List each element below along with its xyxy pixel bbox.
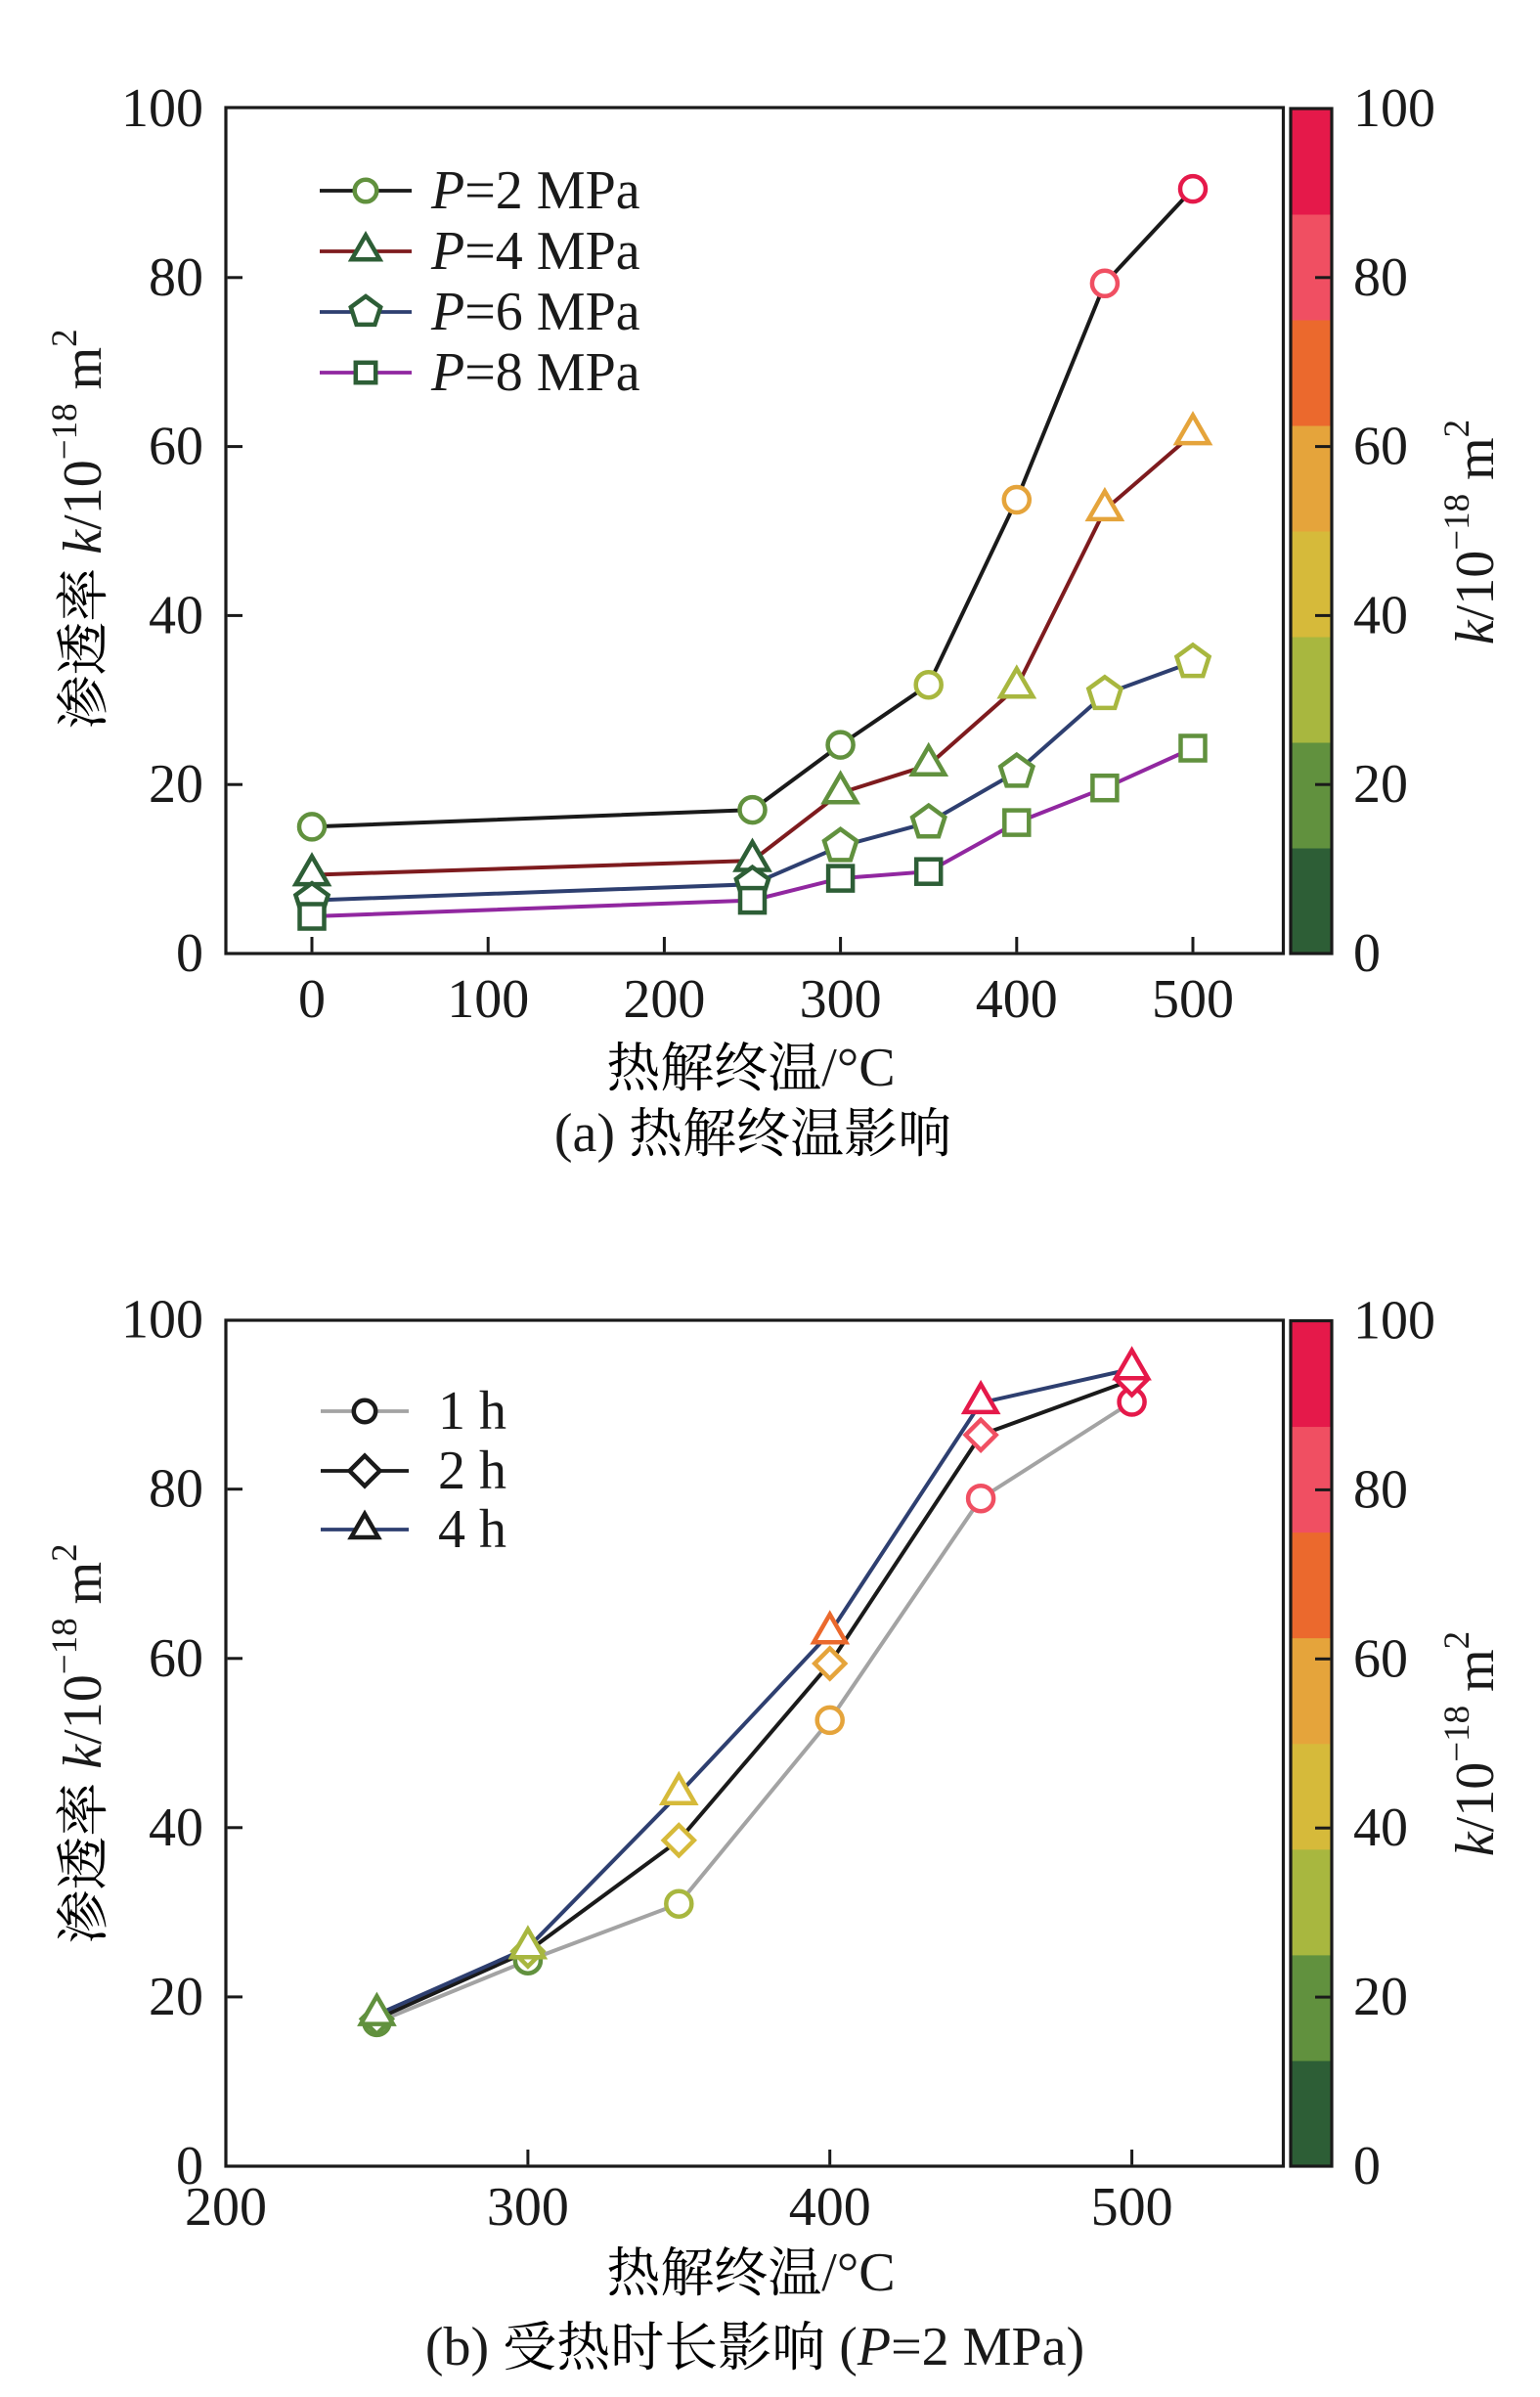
svg-text:80: 80 (149, 1459, 203, 1520)
svg-text:20: 20 (1353, 754, 1408, 815)
svg-text:400: 400 (789, 2177, 871, 2238)
svg-text:(a): (a) (554, 1103, 629, 1164)
svg-text:P=8 MPa: P=8 MPa (430, 342, 640, 403)
svg-text:k/10−18​ m2​: k/10−18​ m2​ (45, 1543, 113, 1782)
svg-text:60: 60 (149, 1628, 203, 1689)
svg-text:(b): (b) (425, 2317, 503, 2377)
svg-text:60: 60 (1353, 1628, 1408, 1689)
svg-text:/°C: /°C (821, 2242, 895, 2303)
svg-text:P=6 MPa: P=6 MPa (430, 282, 640, 342)
svg-text:300: 300 (800, 969, 882, 1030)
svg-text:40: 40 (149, 1798, 203, 1858)
svg-text:300: 300 (487, 2177, 569, 2238)
svg-text:P=4 MPa: P=4 MPa (430, 221, 640, 282)
svg-text:0: 0 (1353, 2136, 1381, 2197)
svg-text:20: 20 (1353, 1967, 1408, 2027)
svg-text:80: 80 (1353, 1459, 1408, 1520)
svg-text:100: 100 (1353, 78, 1435, 139)
svg-text:0: 0 (298, 969, 326, 1030)
svg-text:k/10−18​ m2​: k/10−18​ m2​ (45, 329, 113, 567)
svg-text:100: 100 (447, 969, 529, 1030)
svg-text:60: 60 (149, 417, 203, 477)
svg-text:80: 80 (149, 247, 203, 308)
svg-text:40: 40 (1353, 585, 1408, 645)
svg-text:P=2 MPa: P=2 MPa (430, 160, 640, 221)
svg-text:200: 200 (623, 969, 705, 1030)
svg-text:/°C: /°C (821, 1038, 895, 1098)
svg-text:400: 400 (976, 969, 1058, 1030)
svg-text:2 h: 2 h (438, 1441, 506, 1501)
svg-text:100: 100 (1353, 1291, 1435, 1352)
svg-text:100: 100 (121, 78, 203, 139)
svg-text:40: 40 (149, 585, 203, 645)
svg-text:80: 80 (1353, 247, 1408, 308)
svg-text:40: 40 (1353, 1798, 1408, 1858)
svg-text:4 h: 4 h (438, 1499, 506, 1560)
svg-text:0: 0 (1353, 923, 1381, 984)
svg-text:1 h: 1 h (438, 1381, 506, 1442)
svg-text:0: 0 (176, 2136, 203, 2197)
svg-text:20: 20 (149, 1967, 203, 2027)
svg-text:500: 500 (1152, 969, 1234, 1030)
svg-text:500: 500 (1091, 2177, 1173, 2238)
svg-text:k/10−18​ m2​: k/10−18​ m2​ (1437, 420, 1506, 644)
svg-text:(P=2 MPa): (P=2 MPa) (825, 2317, 1084, 2377)
svg-text:0: 0 (176, 923, 203, 984)
svg-text:k/10−18​ m2​: k/10−18​ m2​ (1437, 1631, 1506, 1856)
svg-text:100: 100 (121, 1290, 203, 1351)
svg-text:200: 200 (185, 2177, 267, 2238)
svg-text:60: 60 (1353, 417, 1408, 477)
svg-text:20: 20 (149, 754, 203, 815)
